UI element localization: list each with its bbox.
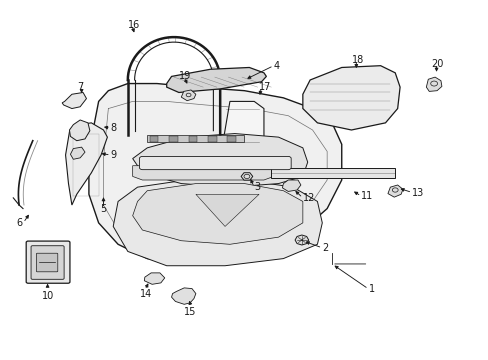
Bar [227,136,236,142]
Polygon shape [387,185,402,197]
FancyBboxPatch shape [271,168,394,178]
Text: 3: 3 [254,182,260,192]
Polygon shape [166,67,266,93]
Bar [149,136,158,142]
Polygon shape [196,194,259,226]
Text: 8: 8 [111,123,117,133]
Text: 9: 9 [111,150,117,160]
Polygon shape [89,84,341,262]
Polygon shape [132,184,302,244]
Text: 1: 1 [368,284,374,294]
Text: 11: 11 [361,191,373,201]
Polygon shape [144,273,164,284]
Polygon shape [426,77,441,91]
Text: 19: 19 [179,71,191,81]
Text: 13: 13 [411,188,424,198]
Polygon shape [62,93,86,109]
FancyBboxPatch shape [31,246,64,279]
Text: 7: 7 [77,82,83,92]
Text: 14: 14 [140,289,152,299]
Text: 15: 15 [183,307,196,317]
Text: 4: 4 [273,61,279,71]
FancyBboxPatch shape [36,253,58,272]
Polygon shape [282,180,300,192]
Polygon shape [113,180,322,266]
Bar [169,136,178,142]
Polygon shape [70,147,85,159]
Polygon shape [171,288,196,304]
Polygon shape [294,235,308,245]
FancyBboxPatch shape [26,241,70,283]
Text: 5: 5 [100,203,106,213]
Text: 10: 10 [41,291,54,301]
Text: 2: 2 [322,243,328,253]
Polygon shape [302,66,399,130]
Polygon shape [132,166,283,180]
Polygon shape [132,134,307,187]
Polygon shape [65,123,107,205]
Polygon shape [69,120,90,141]
FancyBboxPatch shape [139,157,290,170]
Polygon shape [181,90,196,101]
Polygon shape [222,102,264,162]
Text: 16: 16 [127,19,140,30]
Text: 6: 6 [16,218,22,228]
Bar [188,136,197,142]
Polygon shape [241,173,252,180]
Text: 20: 20 [431,59,443,69]
Polygon shape [147,135,244,143]
Text: 17: 17 [259,82,271,92]
Text: 12: 12 [302,193,315,203]
Bar [207,136,216,142]
Text: 18: 18 [351,55,363,65]
